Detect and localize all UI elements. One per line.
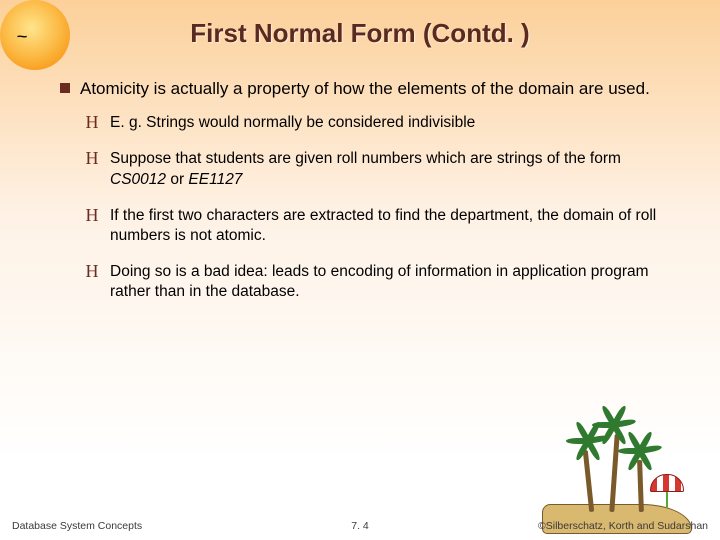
footer-center: 7. 4 xyxy=(0,520,720,532)
palm-island-decoration xyxy=(542,434,692,534)
text-run: Suppose that students are given roll num… xyxy=(110,150,621,167)
bullet-lv2-text: Doing so is a bad idea: leads to encodin… xyxy=(110,262,670,302)
bullet-lv2: H Suppose that students are given roll n… xyxy=(84,149,670,189)
slide-footer: Database System Concepts 7. 4 ©Silbersch… xyxy=(0,520,720,532)
script-bullet-icon: H xyxy=(84,262,100,302)
text-run-italic: CS0012 xyxy=(110,171,166,188)
bullet-lv2: H E. g. Strings would normally be consid… xyxy=(84,113,670,133)
sub-bullet-list: H E. g. Strings would normally be consid… xyxy=(84,113,670,302)
bullet-lv1: Atomicity is actually a property of how … xyxy=(60,78,670,99)
script-bullet-icon: H xyxy=(84,149,100,189)
text-run: or xyxy=(166,171,188,188)
text-run-italic: EE1127 xyxy=(188,171,242,188)
bullet-lv2: H Doing so is a bad idea: leads to encod… xyxy=(84,262,670,302)
script-bullet-icon: H xyxy=(84,206,100,246)
bullet-lv2-text: E. g. Strings would normally be consider… xyxy=(110,113,475,133)
bullet-lv2-text: If the first two characters are extracte… xyxy=(110,206,670,246)
square-bullet-icon xyxy=(60,83,70,93)
slide-title: First Normal Form (Contd. ) xyxy=(0,18,720,49)
slide-body: Atomicity is actually a property of how … xyxy=(60,78,670,318)
slide: ~ ~ First Normal Form (Contd. ) Atomicit… xyxy=(0,0,720,540)
umbrella-icon xyxy=(650,474,684,508)
bullet-lv1-text: Atomicity is actually a property of how … xyxy=(80,78,650,99)
bullet-lv2: H If the first two characters are extrac… xyxy=(84,206,670,246)
script-bullet-icon: H xyxy=(84,113,100,133)
bullet-lv2-text: Suppose that students are given roll num… xyxy=(110,149,670,189)
